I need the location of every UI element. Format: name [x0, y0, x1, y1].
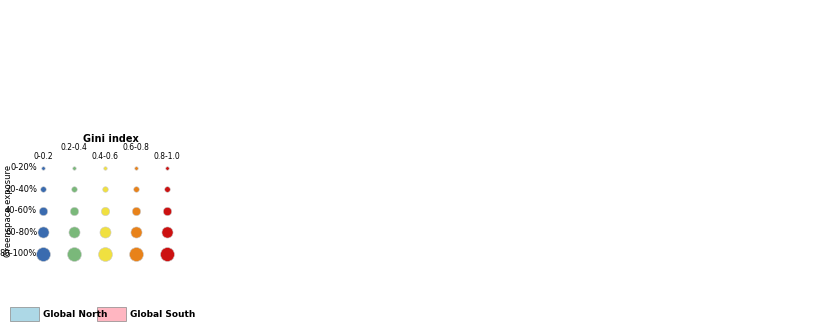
Text: 40-60%: 40-60% [5, 206, 37, 215]
FancyBboxPatch shape [97, 307, 126, 321]
Text: 0-20%: 0-20% [11, 163, 37, 172]
Text: 0.6-0.8: 0.6-0.8 [123, 143, 150, 152]
Text: 60-80%: 60-80% [5, 228, 37, 237]
Text: 80-100%: 80-100% [0, 249, 37, 258]
Text: 20-40%: 20-40% [5, 185, 37, 194]
FancyBboxPatch shape [10, 307, 39, 321]
Text: 0.4-0.6: 0.4-0.6 [92, 152, 119, 161]
Text: 0-0.2: 0-0.2 [33, 152, 53, 161]
Text: Greenspace exposure: Greenspace exposure [3, 165, 12, 257]
Text: 0.2-0.4: 0.2-0.4 [60, 143, 88, 152]
Text: Global North: Global North [43, 310, 107, 319]
Text: 0.8-1.0: 0.8-1.0 [154, 152, 181, 161]
Text: Gini index: Gini index [83, 134, 139, 144]
Text: Global South: Global South [131, 310, 196, 319]
